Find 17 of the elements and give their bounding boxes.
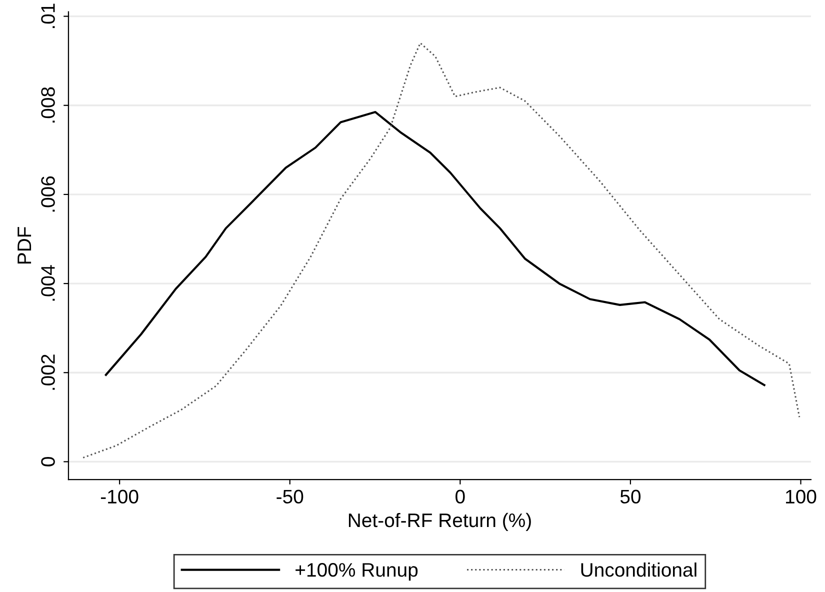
y-tick-label: .01 [41, 4, 55, 28]
y-tick-label: 0 [41, 457, 55, 466]
y-axis-title: PDF [18, 227, 32, 264]
line-series [82, 42, 800, 458]
line-series [104, 111, 766, 386]
y-tick-label: .006 [41, 176, 55, 212]
x-tick-label: 0 [456, 490, 465, 504]
x-tick-label: 50 [620, 490, 641, 504]
y-tick-label: .004 [41, 265, 55, 301]
x-tick-label: -50 [276, 490, 304, 504]
x-tick-label: -100 [100, 490, 138, 504]
x-tick-label: 100 [786, 490, 816, 504]
y-tick-label: .002 [41, 354, 55, 390]
legend-label: +100% Runup [296, 563, 418, 581]
legend-label: Unconditional [581, 562, 696, 577]
x-axis-title: Net-of-RF Return (%) [348, 512, 531, 532]
y-tick-label: .008 [41, 87, 55, 123]
